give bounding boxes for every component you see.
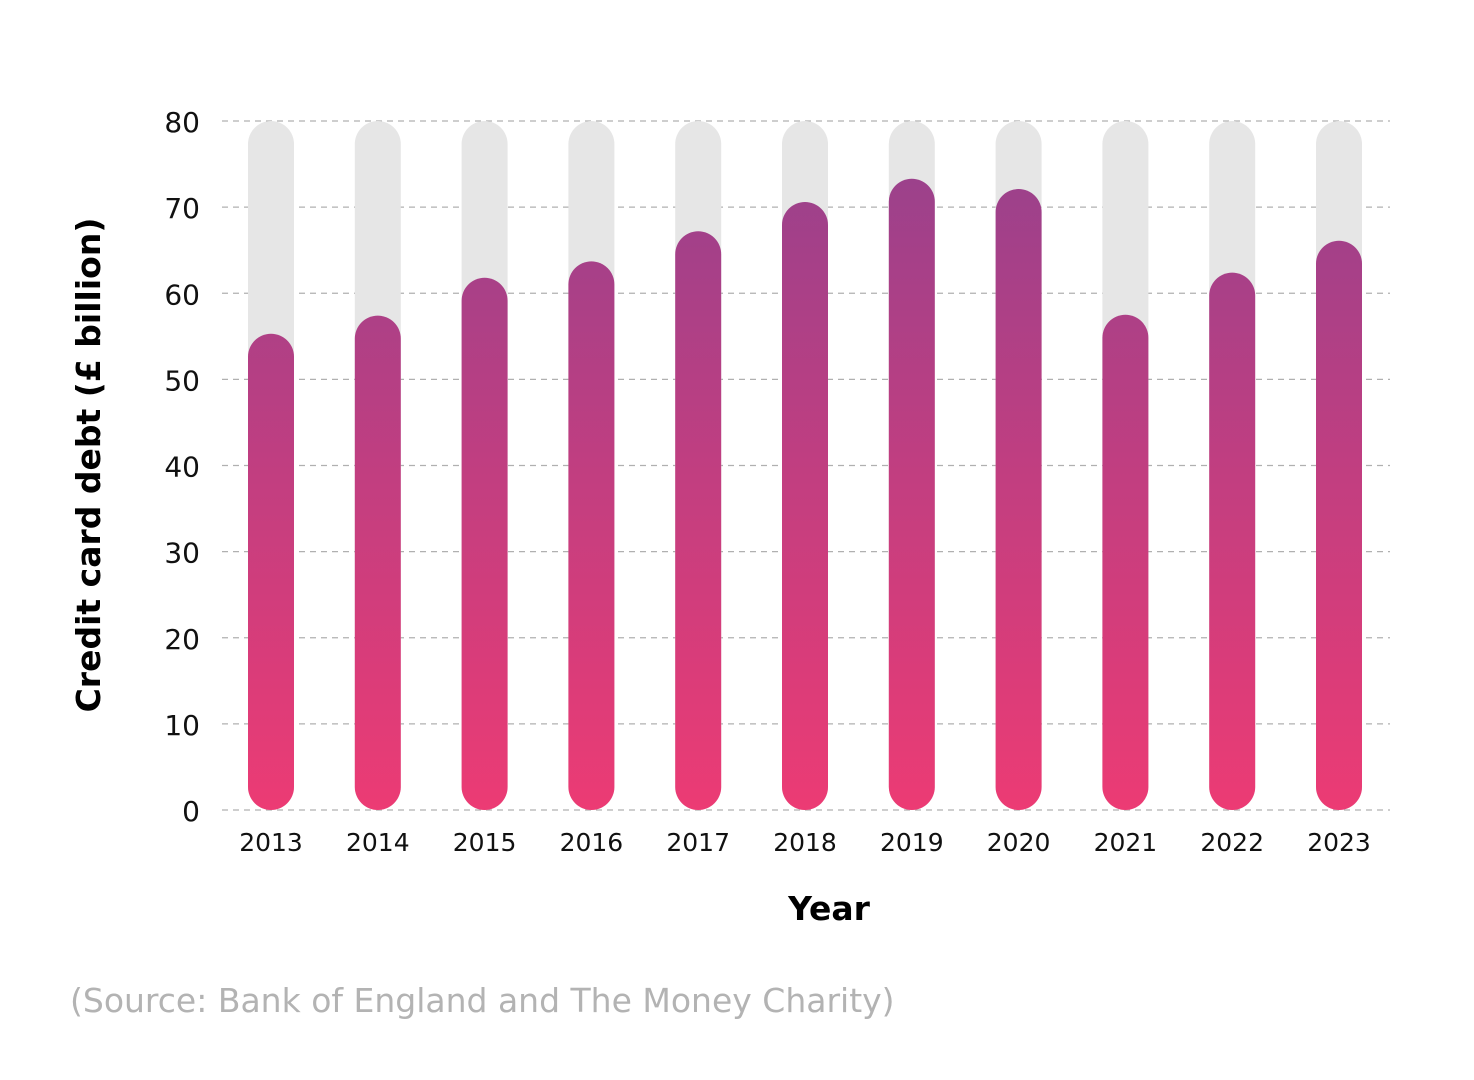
y-tick-label: 40: [164, 451, 200, 484]
bar-2020: [995, 189, 1042, 810]
y-tick-label: 50: [164, 364, 200, 397]
x-tick-label: 2014: [346, 828, 410, 857]
x-tick-label: 2013: [239, 828, 303, 857]
source-note: (Source: Bank of England and The Money C…: [70, 981, 895, 1020]
x-tick-label: 2017: [666, 828, 730, 857]
y-tick-label: 20: [164, 623, 200, 656]
bar-2022: [1209, 272, 1256, 811]
x-tick-label: 2018: [773, 828, 837, 857]
y-tick-label: 0: [182, 795, 200, 828]
y-axis-label: Credit card debt (£ billion): [69, 218, 108, 713]
x-tick-label: 2019: [880, 828, 944, 857]
y-tick-label: 30: [164, 537, 200, 570]
y-tick-label: 60: [164, 278, 200, 311]
x-tick-label: 2023: [1307, 828, 1371, 857]
x-tick-label: 2020: [987, 828, 1051, 857]
y-tick-label: 80: [164, 106, 200, 139]
bar-2017: [675, 231, 722, 811]
y-tick-label: 10: [164, 709, 200, 742]
x-tick-label: 2016: [560, 828, 624, 857]
x-tick-label: 2015: [453, 828, 517, 857]
bar-2023: [1316, 240, 1362, 810]
x-axis-ticks: 2013 2014 2015 2016 2017 2018 2019 2020 2021 2022…: [239, 828, 1371, 857]
bar-2021: [1102, 314, 1149, 810]
x-axis-label: Year: [787, 889, 871, 928]
x-tick-label: 2022: [1200, 828, 1264, 857]
y-tick-label: 70: [164, 192, 200, 225]
bar-2016: [568, 261, 615, 810]
bar-2019: [888, 178, 935, 811]
bar-2018: [782, 201, 828, 810]
bar-2014: [354, 315, 401, 810]
x-tick-label: 2021: [1094, 828, 1158, 857]
y-axis-ticks: 0 10 20 30 40 50 60 70 80: [164, 106, 200, 828]
bars: [248, 121, 1362, 811]
bar-2015: [461, 277, 508, 810]
bar-2013: [248, 333, 294, 810]
